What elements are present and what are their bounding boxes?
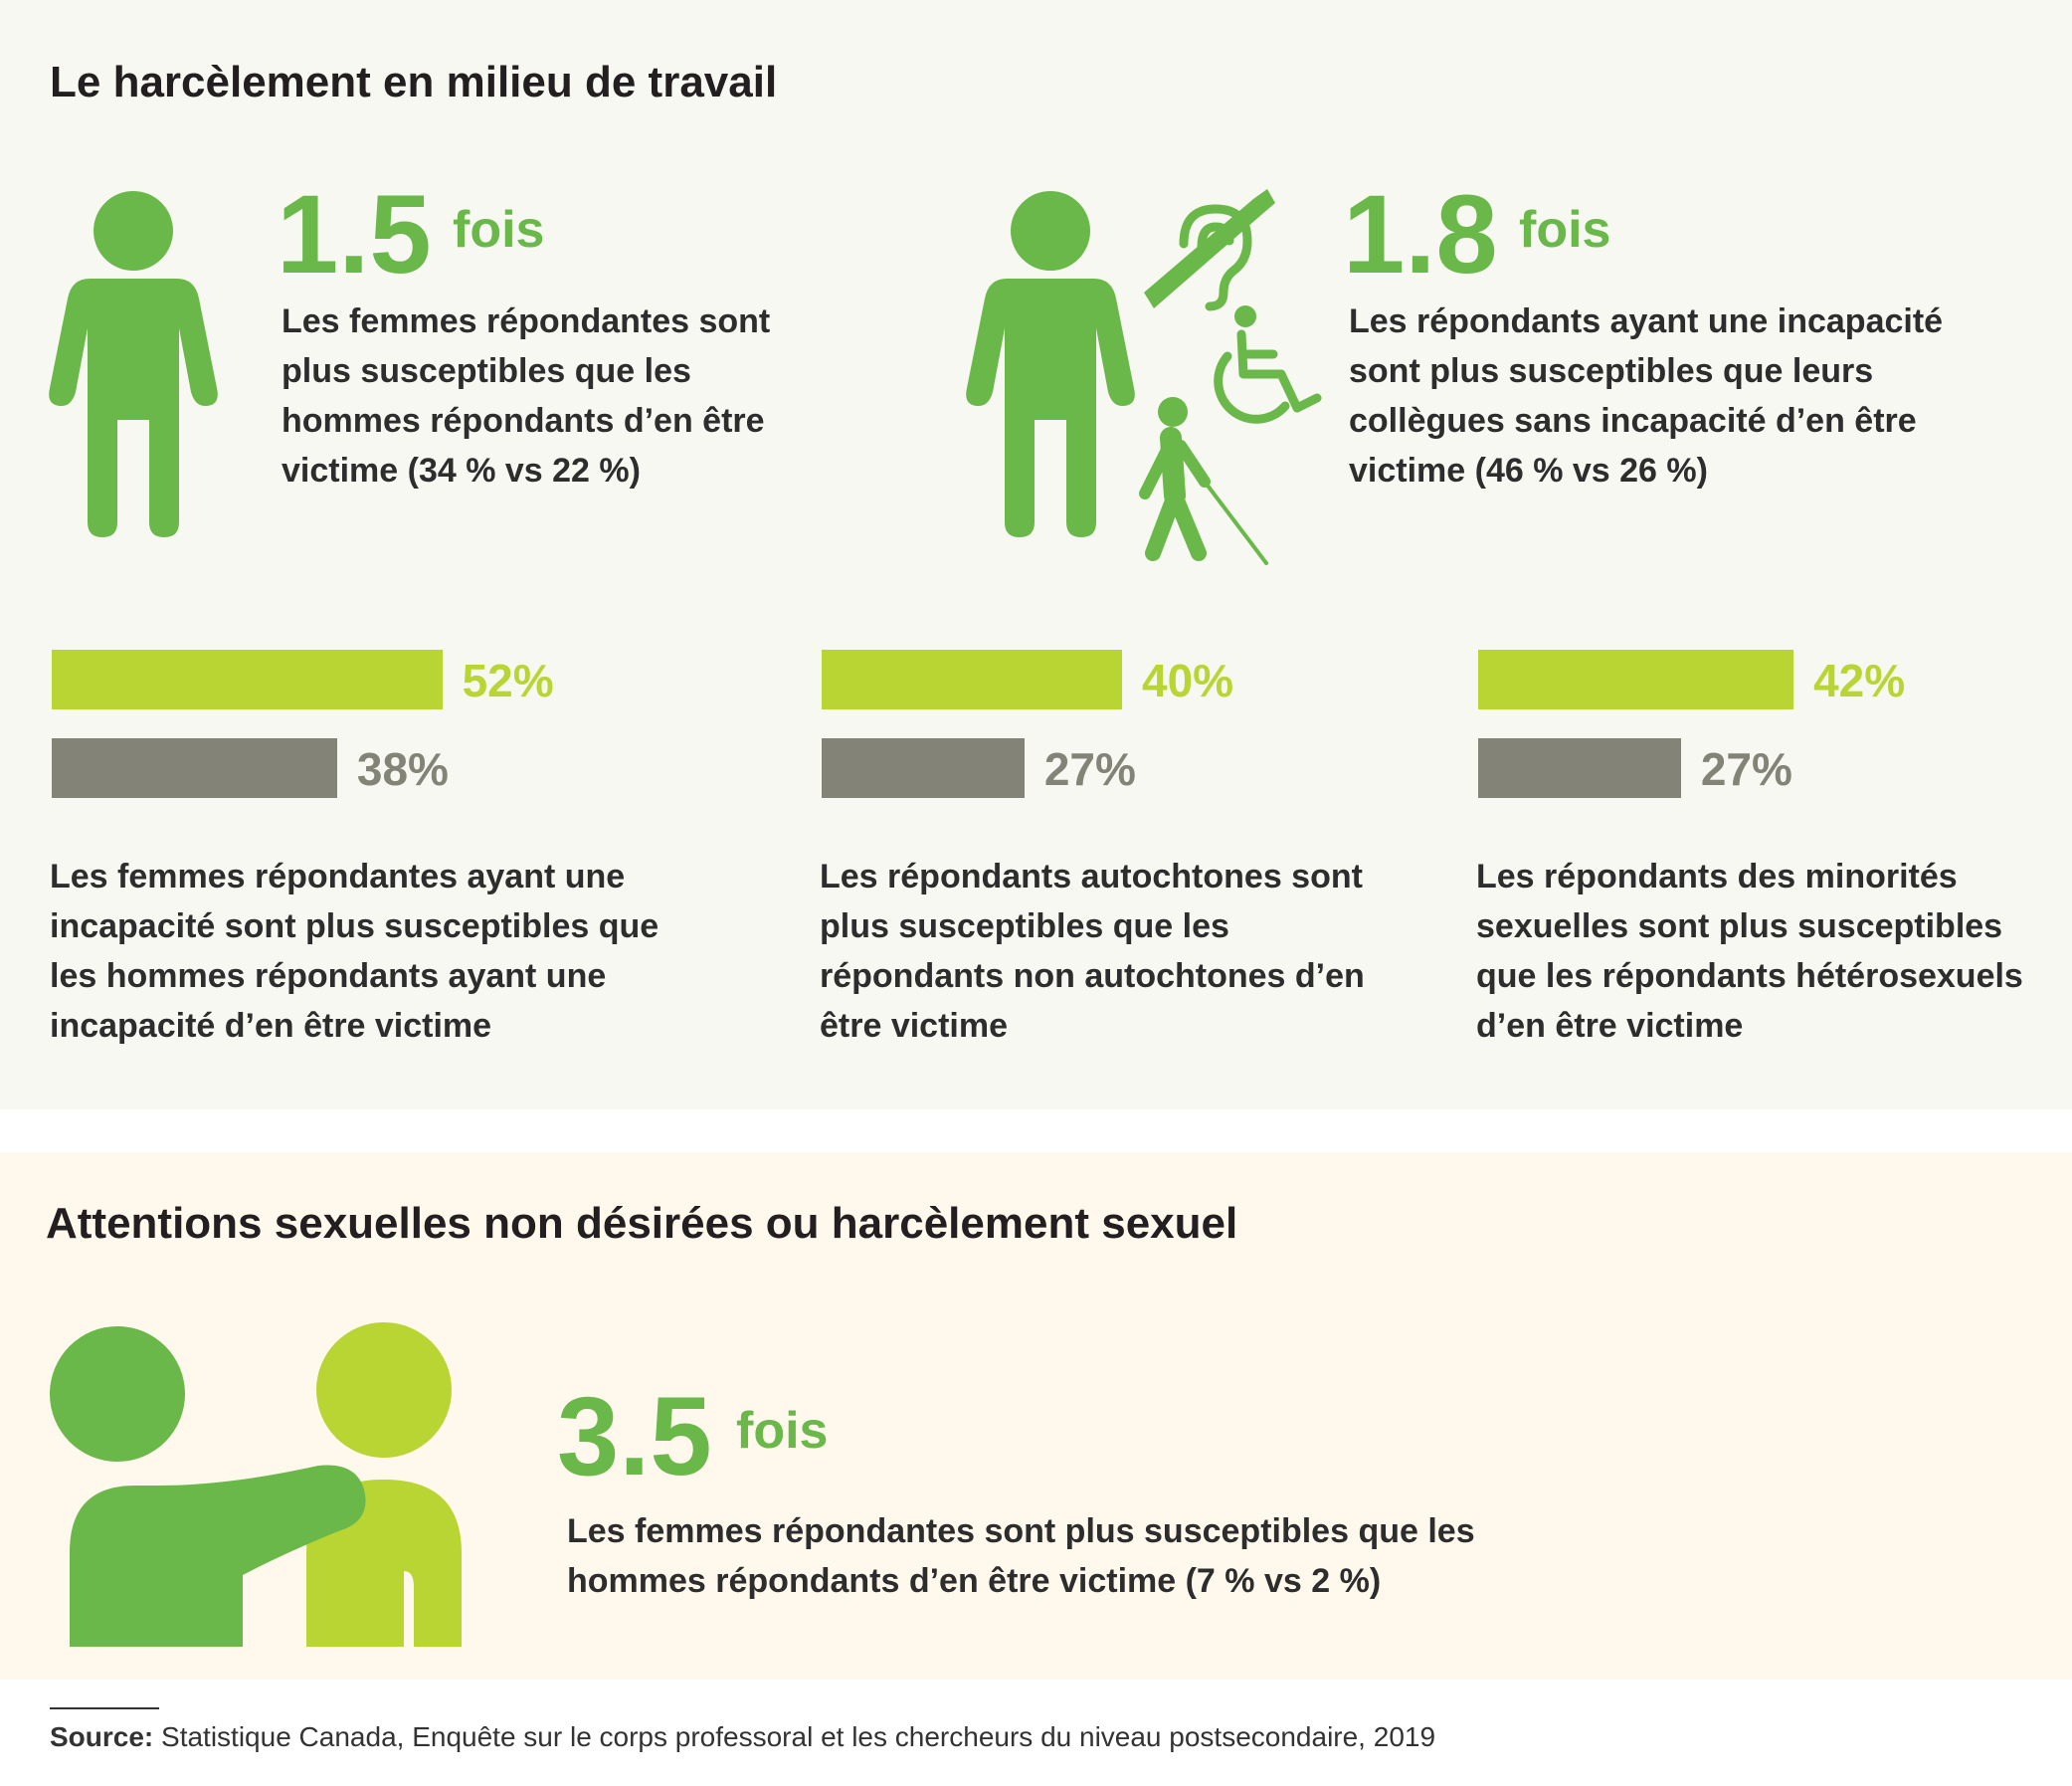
- source-divider: [50, 1707, 159, 1709]
- bar-group-caption: Les répondants des minorités sexuelles s…: [1476, 858, 2023, 1045]
- bar-group-caption: Les femmes répondantes ayant une incapac…: [50, 858, 659, 1045]
- bar-comparison: [52, 738, 337, 798]
- blind-person-cane-icon: [1139, 397, 1268, 565]
- stat-sexual-text: Les femmes répondantes sont plus suscept…: [567, 1512, 1475, 1600]
- bar-group-caption: Les répondants autochtones sont plus sus…: [820, 858, 1365, 1045]
- stat-disability-text: Les répondants ayant une incapacité sont…: [1349, 302, 1944, 490]
- source-label: Source:: [50, 1721, 154, 1752]
- workplace-harassment-panel: [0, 0, 2072, 1109]
- hearing-impaired-icon: [1144, 189, 1275, 311]
- bar-value-label: 40%: [1142, 655, 1234, 706]
- source-text: Statistique Canada, Enquête sur le corps…: [161, 1721, 1436, 1752]
- bar-value-label: 38%: [356, 743, 449, 795]
- bar-primary: [822, 650, 1122, 709]
- stat-women-unit: fois: [453, 201, 545, 259]
- person-icon: [49, 191, 218, 537]
- person-icon: [966, 191, 1135, 537]
- section2-title: Attentions sexuelles non désirées ou har…: [46, 1199, 1238, 1248]
- bar-value-label: 27%: [1700, 743, 1792, 795]
- bar-comparison: [1478, 738, 1681, 798]
- bar-primary: [52, 650, 443, 709]
- stat-disability-number: 1.8: [1343, 172, 1498, 297]
- wheelchair-icon: [1214, 305, 1322, 424]
- stat-sexual-number: 3.5: [557, 1374, 712, 1498]
- stat-sexual-unit: fois: [736, 1402, 829, 1460]
- bar-comparison: [822, 738, 1025, 798]
- source-note: Source: Statistique Canada, Enquête sur …: [50, 1721, 1435, 1753]
- bar-value-label: 52%: [462, 655, 554, 706]
- stat-women-text: Les femmes répondantes sont plus suscept…: [282, 302, 771, 490]
- section1-title: Le harcèlement en milieu de travail: [50, 58, 778, 106]
- bar-value-label: 42%: [1813, 655, 1906, 706]
- stat-women-number: 1.5: [277, 172, 432, 297]
- bar-value-label: 27%: [1043, 743, 1136, 795]
- two-people-comfort-icon: [50, 1322, 462, 1647]
- stat-disability-unit: fois: [1519, 201, 1611, 259]
- bar-primary: [1478, 650, 1794, 709]
